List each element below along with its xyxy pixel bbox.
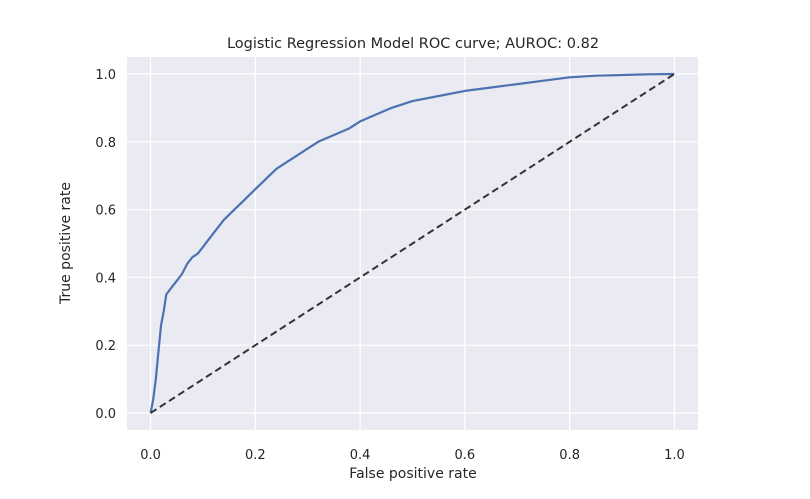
y-axis-label: True positive rate [58, 182, 74, 305]
roc-curve-line [149, 72, 675, 414]
x-axis-ticks: 0.0 0.2 0.4 0.6 0.8 1.0 [140, 448, 685, 463]
chance-diagonal-line [150, 73, 675, 414]
y-axis-ticks: 0.0 0.2 0.4 0.6 0.8 1.0 [95, 68, 116, 422]
y-tick-label: 0.8 [95, 136, 116, 151]
y-tick-label: 0.6 [95, 204, 116, 219]
x-axis-label: False positive rate [349, 466, 476, 482]
x-tick-label: 0.4 [350, 448, 371, 463]
y-tick-label: 0.4 [95, 271, 116, 286]
y-tick-label: 0.2 [95, 339, 116, 354]
x-tick-label: 0.0 [140, 448, 161, 463]
x-tick-label: 0.2 [245, 448, 266, 463]
series-layer [149, 72, 675, 414]
x-tick-label: 0.6 [455, 448, 476, 463]
grid-lines [127, 57, 698, 430]
y-tick-label: 0.0 [95, 407, 116, 422]
x-tick-label: 1.0 [664, 448, 685, 463]
y-tick-label: 1.0 [95, 68, 116, 83]
x-tick-label: 0.8 [559, 448, 580, 463]
chart-title: Logistic Regression Model ROC curve; AUR… [227, 36, 599, 52]
